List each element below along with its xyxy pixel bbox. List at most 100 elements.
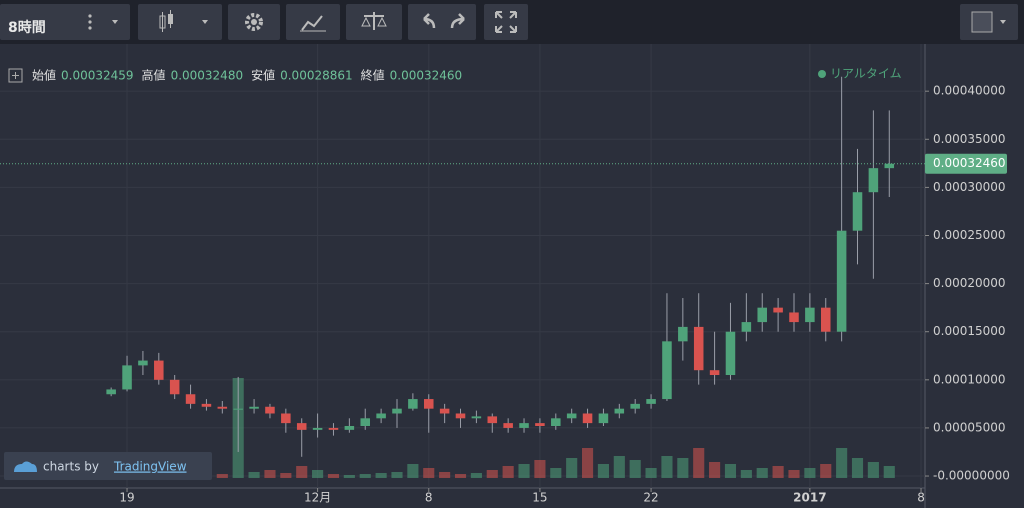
- y-tick-label: 0.00005000: [933, 420, 1006, 434]
- legend-toggle-plus: [12, 72, 19, 79]
- icon: [423, 13, 465, 29]
- legend-name: 始値: [32, 68, 56, 83]
- candle-body: [805, 307, 815, 323]
- volume-bar: [407, 464, 419, 478]
- volume-bar: [391, 472, 403, 478]
- last-price-label: 0.00032460: [933, 156, 1006, 170]
- volume-bar: [359, 474, 371, 478]
- volume-bar: [581, 448, 594, 478]
- y-tick-label: 0.00030000: [933, 180, 1006, 194]
- candle-body: [265, 406, 275, 414]
- x-tick-label: 22: [643, 491, 658, 505]
- candle-body: [281, 413, 291, 424]
- watermark-logo: [14, 461, 37, 472]
- settings-button[interactable]: [228, 4, 280, 40]
- x-tick-label: 12月: [304, 491, 331, 505]
- candle-body: [360, 418, 370, 427]
- compare-button[interactable]: [346, 4, 402, 40]
- volume-bar: [740, 470, 752, 478]
- icon: [245, 13, 263, 31]
- candle-body: [852, 192, 863, 231]
- volume-bar: [836, 448, 848, 478]
- candle-body: [646, 399, 656, 404]
- watermark-brand: TradingView: [113, 460, 187, 474]
- icon: [495, 11, 517, 33]
- x-tick-label: 2017: [793, 491, 826, 505]
- interval-label: 8時間: [8, 20, 46, 36]
- indicators-button[interactable]: [286, 4, 340, 40]
- candle-body: [566, 413, 577, 419]
- candle-body: [138, 360, 148, 366]
- volume-bar: [566, 458, 578, 478]
- y-tick-label: -0.00000000: [933, 469, 1010, 483]
- legend-toggle: [8, 68, 23, 83]
- icon: [159, 10, 208, 32]
- volume-bar: [883, 466, 895, 478]
- volume-bar: [693, 448, 705, 478]
- candle-body: [741, 322, 752, 332]
- candle-body: [122, 365, 132, 390]
- candle-body: [185, 394, 196, 404]
- legend-name: 安値: [251, 68, 275, 83]
- x-tick-label: 19: [119, 491, 134, 505]
- volume-bar: [343, 475, 355, 478]
- volume-bar: [454, 474, 467, 478]
- color-button[interactable]: [960, 4, 1018, 40]
- legend-value: 0.00032459: [61, 69, 134, 83]
- volume-bar: [550, 468, 562, 478]
- undo-redo[interactable]: [408, 4, 476, 40]
- candle-body: [233, 408, 243, 410]
- candle-body: [392, 408, 402, 414]
- x-tick-label: 15: [532, 491, 547, 505]
- candle-body: [439, 408, 450, 414]
- candle-body: [757, 307, 767, 323]
- volume-bar: [439, 472, 451, 478]
- volume-bar: [629, 460, 641, 478]
- icon: [300, 15, 326, 32]
- candle-body: [106, 389, 116, 395]
- volume-bar: [470, 473, 482, 478]
- y-tick-label: 0.00015000: [933, 324, 1006, 338]
- chart-style-button[interactable]: [138, 4, 222, 40]
- volume-bar: [280, 473, 292, 478]
- watermark-box: [4, 452, 212, 480]
- legend-name: 高値: [142, 68, 166, 83]
- volume-bar: [613, 456, 625, 478]
- volume-bar: [709, 462, 721, 478]
- candle-body: [312, 427, 323, 430]
- candle-body: [471, 416, 482, 419]
- candle-body: [884, 163, 895, 169]
- candle-body: [535, 423, 545, 427]
- candle-body: [154, 360, 164, 380]
- volume-bar: [216, 474, 228, 478]
- volume-bar: [756, 468, 768, 478]
- volume-bar: [296, 466, 308, 478]
- volume-bar: [804, 468, 816, 478]
- volume-bar: [312, 470, 324, 478]
- candle-body: [408, 399, 418, 409]
- y-tick-label: 0.00025000: [933, 228, 1006, 242]
- volume-bar: [867, 462, 879, 478]
- icon: [971, 11, 1006, 33]
- candle-body: [169, 379, 180, 395]
- candle-body: [582, 413, 593, 424]
- candle-body: [503, 423, 513, 428]
- volume-bar: [788, 470, 800, 478]
- candle-body: [662, 341, 672, 400]
- y-tick-label: 0.00035000: [933, 132, 1006, 146]
- legend-value: 0.00032480: [171, 69, 244, 83]
- volume-bar: [486, 470, 498, 478]
- candle-body: [836, 230, 847, 332]
- y-tick-label: 0.00040000: [933, 84, 1006, 98]
- candle-body: [789, 312, 799, 323]
- interval-button[interactable]: 8時間: [0, 4, 130, 40]
- volume-bar: [423, 468, 435, 478]
- y-tick-label: 0.00010000: [933, 372, 1006, 386]
- fullscreen-button[interactable]: [484, 4, 528, 40]
- candle-body: [551, 418, 561, 427]
- candle-body: [725, 331, 736, 376]
- candle-body: [709, 370, 720, 376]
- watermark-prefix: charts by: [43, 460, 99, 474]
- volume-bar: [534, 460, 546, 478]
